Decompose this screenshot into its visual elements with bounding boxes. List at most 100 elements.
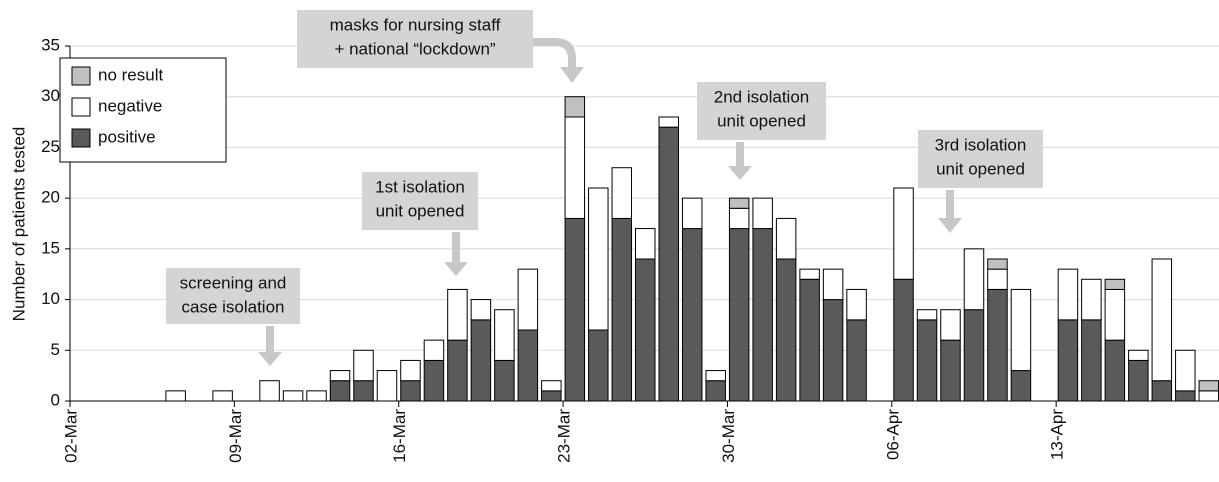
bar-segment <box>987 288 1008 402</box>
bar-segment <box>846 288 867 321</box>
bar-segment <box>681 228 703 402</box>
y-tick-label: 10 <box>41 289 60 308</box>
bar-segment <box>635 258 656 402</box>
bar-segment <box>470 299 492 321</box>
bar-segment <box>775 258 797 402</box>
bar-segment <box>822 299 844 402</box>
bar-segment <box>165 390 186 402</box>
legend-label: positive <box>98 127 156 146</box>
annotation-arrow <box>938 190 962 233</box>
bar-segment <box>658 126 679 402</box>
x-tick-label: 16-Mar <box>390 409 409 463</box>
annotation-arrow <box>444 232 468 276</box>
bar-segment <box>1151 380 1173 402</box>
y-tick-label: 35 <box>41 35 60 54</box>
bar-segment <box>306 390 327 402</box>
bar-segment <box>541 390 562 402</box>
bar-segment <box>1010 370 1032 402</box>
bar-segment <box>423 359 445 402</box>
bar-segment <box>940 339 961 402</box>
y-tick-label: 20 <box>41 188 60 207</box>
legend-label: no result <box>98 65 163 84</box>
bar-segment <box>353 380 374 402</box>
annotation-text: case isolation <box>181 297 284 316</box>
bar-segment <box>940 309 961 341</box>
bar-segment <box>987 258 1008 270</box>
bar-segment <box>588 187 609 331</box>
bar-segment <box>353 349 374 382</box>
annotation: screening and case isolation <box>166 268 300 366</box>
bar-segment <box>259 380 280 402</box>
bar-segment <box>752 197 773 230</box>
bar-segment <box>1128 359 1149 402</box>
bar-segment <box>987 268 1008 290</box>
annotation-text: unit opened <box>936 159 1025 178</box>
bar-segment <box>1198 390 1219 402</box>
legend-label: negative <box>98 96 162 115</box>
bar-segment <box>635 228 656 260</box>
legend-swatch <box>71 128 91 148</box>
annotation-text: screening and <box>180 273 287 292</box>
bar-segment <box>916 319 938 402</box>
annotation: 3rd isolation unit opened <box>918 130 1043 233</box>
bar-segment <box>705 380 726 402</box>
bar-segment <box>212 390 233 402</box>
bar-segment <box>752 228 773 402</box>
bar-segment <box>963 248 985 311</box>
bar-segment <box>400 359 421 382</box>
bar-segment <box>470 319 492 402</box>
bar-segment <box>611 167 633 219</box>
bar-segment <box>681 197 703 230</box>
bar-segment <box>846 319 867 402</box>
bar-segment <box>1198 380 1219 392</box>
bar-segment <box>1081 319 1102 402</box>
bar-segment <box>564 96 586 118</box>
annotation-arrow <box>728 142 752 180</box>
annotation-box <box>362 172 478 230</box>
bar-segment <box>1175 349 1196 392</box>
annotation-box <box>166 268 300 324</box>
bar-segment <box>1010 288 1032 372</box>
y-tick-label: 15 <box>41 238 60 257</box>
annotation-text: + national “lockdown” <box>334 39 495 58</box>
bar-segment <box>728 197 750 209</box>
bar-segment <box>517 329 539 402</box>
bar-segment <box>564 217 586 402</box>
legend-swatch <box>71 97 91 117</box>
annotation: masks for nursing staff + national “lockd… <box>297 10 584 83</box>
annotation-arrow <box>258 326 282 366</box>
bar-segment <box>728 207 750 230</box>
bar-segment <box>728 228 750 402</box>
bar-segment <box>1151 258 1173 382</box>
legend: no result negative positive <box>59 57 227 163</box>
legend-swatch <box>71 66 91 86</box>
bar-segment <box>517 268 539 331</box>
annotation-box <box>297 10 533 68</box>
bar-segment <box>893 187 914 280</box>
bar-segment <box>1104 278 1126 290</box>
annotation-text: 2nd isolation <box>714 87 809 106</box>
bar-segment <box>400 380 421 402</box>
annotation-box <box>697 82 826 140</box>
bar-segment <box>1128 349 1149 361</box>
x-tick-label: 23-Mar <box>555 409 574 463</box>
bar-segment <box>329 370 351 382</box>
bar-segment <box>541 380 562 392</box>
x-tick-label: 06-Apr <box>883 409 902 460</box>
bar-segment <box>1104 288 1126 341</box>
annotation-text: 3rd isolation <box>935 135 1027 154</box>
y-tick-label: 30 <box>41 86 60 105</box>
x-tick-label: 09-Mar <box>226 409 245 463</box>
bar-segment <box>423 339 445 361</box>
bar-segment <box>658 116 679 128</box>
x-tick-label: 30-Mar <box>719 409 738 463</box>
x-tick-label: 02-Mar <box>61 409 80 463</box>
annotation-text: unit opened <box>717 111 806 130</box>
annotation: 1st isolation unit opened <box>362 172 478 276</box>
bar-segment <box>494 359 515 402</box>
annotation-text: masks for nursing staff <box>330 15 501 34</box>
y-axis-label: Number of patients tested <box>9 127 28 322</box>
bar-segment <box>705 370 726 382</box>
bar-segment <box>822 268 844 301</box>
